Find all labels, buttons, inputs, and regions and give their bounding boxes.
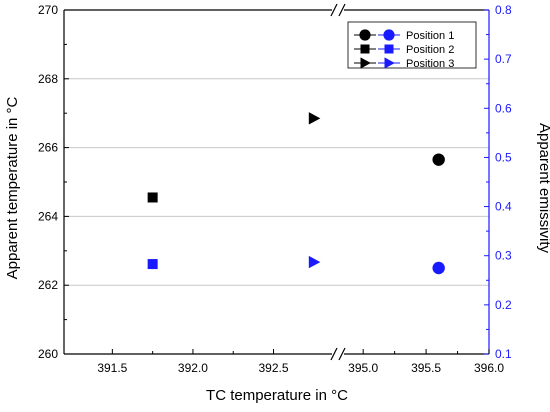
legend-marker-temperature [360, 44, 370, 54]
axis-break-gap [332, 349, 344, 359]
y-right-tick-label: 0.5 [495, 150, 512, 164]
axis-break-slash [338, 347, 346, 361]
legend-label: Position 1 [406, 30, 454, 42]
axis-break-slash [330, 3, 338, 17]
x-tick-label: 392.5 [259, 361, 289, 375]
y-axis-right-title: Apparent emissivity [536, 123, 550, 254]
position-3-temperature-point [308, 112, 321, 125]
legend[interactable]: Position 1 Position 2 Position 3 [347, 21, 477, 70]
legend-label: Position 3 [406, 58, 454, 70]
y-axis-left-title: Apparent temperature in °C [4, 96, 21, 279]
axis-break-gap [332, 5, 344, 15]
y-left-tick-label: 266 [38, 141, 58, 155]
legend-label: Position 2 [406, 44, 454, 56]
axis-ticks: 260 262 264 266 268 270 0.1 0.2 0.3 0.4 0.5 0.6 0.7 0… [38, 3, 512, 375]
x-tick-label: 395.0 [348, 361, 378, 375]
position-2-temperature-point [147, 192, 158, 203]
y-left-tick-label: 268 [38, 72, 58, 86]
y-right-tick-label: 0.4 [495, 200, 512, 214]
y-left-tick-label: 262 [38, 278, 58, 292]
y-left-tick-label: 264 [38, 209, 58, 223]
grid-layer [64, 78, 489, 286]
legend-entry[interactable]: Position 2 [354, 44, 454, 56]
position-1-emissivity-point [432, 261, 445, 275]
legend-entry[interactable]: Position 1 [354, 29, 454, 42]
position-2-emissivity-point [147, 259, 158, 270]
data-points [147, 112, 445, 275]
y-left-tick-label: 260 [38, 347, 58, 361]
legend-marker-temperature [360, 57, 371, 69]
legend-marker-emissivity [384, 44, 394, 54]
legend-entry[interactable]: Position 3 [354, 57, 454, 70]
x-tick-label: 395.5 [411, 361, 441, 375]
x-tick-label: 391.5 [97, 361, 127, 375]
x-axis-title: TC temperature in °C [206, 387, 348, 404]
top-axis-break [330, 3, 346, 17]
y-right-tick-label: 0.1 [495, 347, 512, 361]
legend-marker-temperature [359, 29, 371, 41]
y-left-tick-label: 270 [38, 3, 58, 17]
y-right-tick-label: 0.6 [495, 101, 512, 115]
axis-break-slash [338, 3, 346, 17]
y-right-tick-label: 0.7 [495, 52, 512, 66]
position-3-emissivity-point [308, 255, 321, 269]
y-right-tick-label: 0.3 [495, 249, 512, 263]
legend-marker-emissivity [384, 57, 395, 69]
y-right-tick-label: 0.8 [495, 3, 512, 17]
x-tick-label: 396.0 [474, 361, 504, 375]
legend-marker-emissivity [383, 29, 395, 41]
bottom-axis-break [330, 347, 346, 361]
axis-break-slash [330, 347, 338, 361]
position-1-temperature-point [432, 153, 445, 166]
y-right-tick-label: 0.2 [495, 298, 512, 312]
x-tick-label: 392.0 [178, 361, 208, 375]
